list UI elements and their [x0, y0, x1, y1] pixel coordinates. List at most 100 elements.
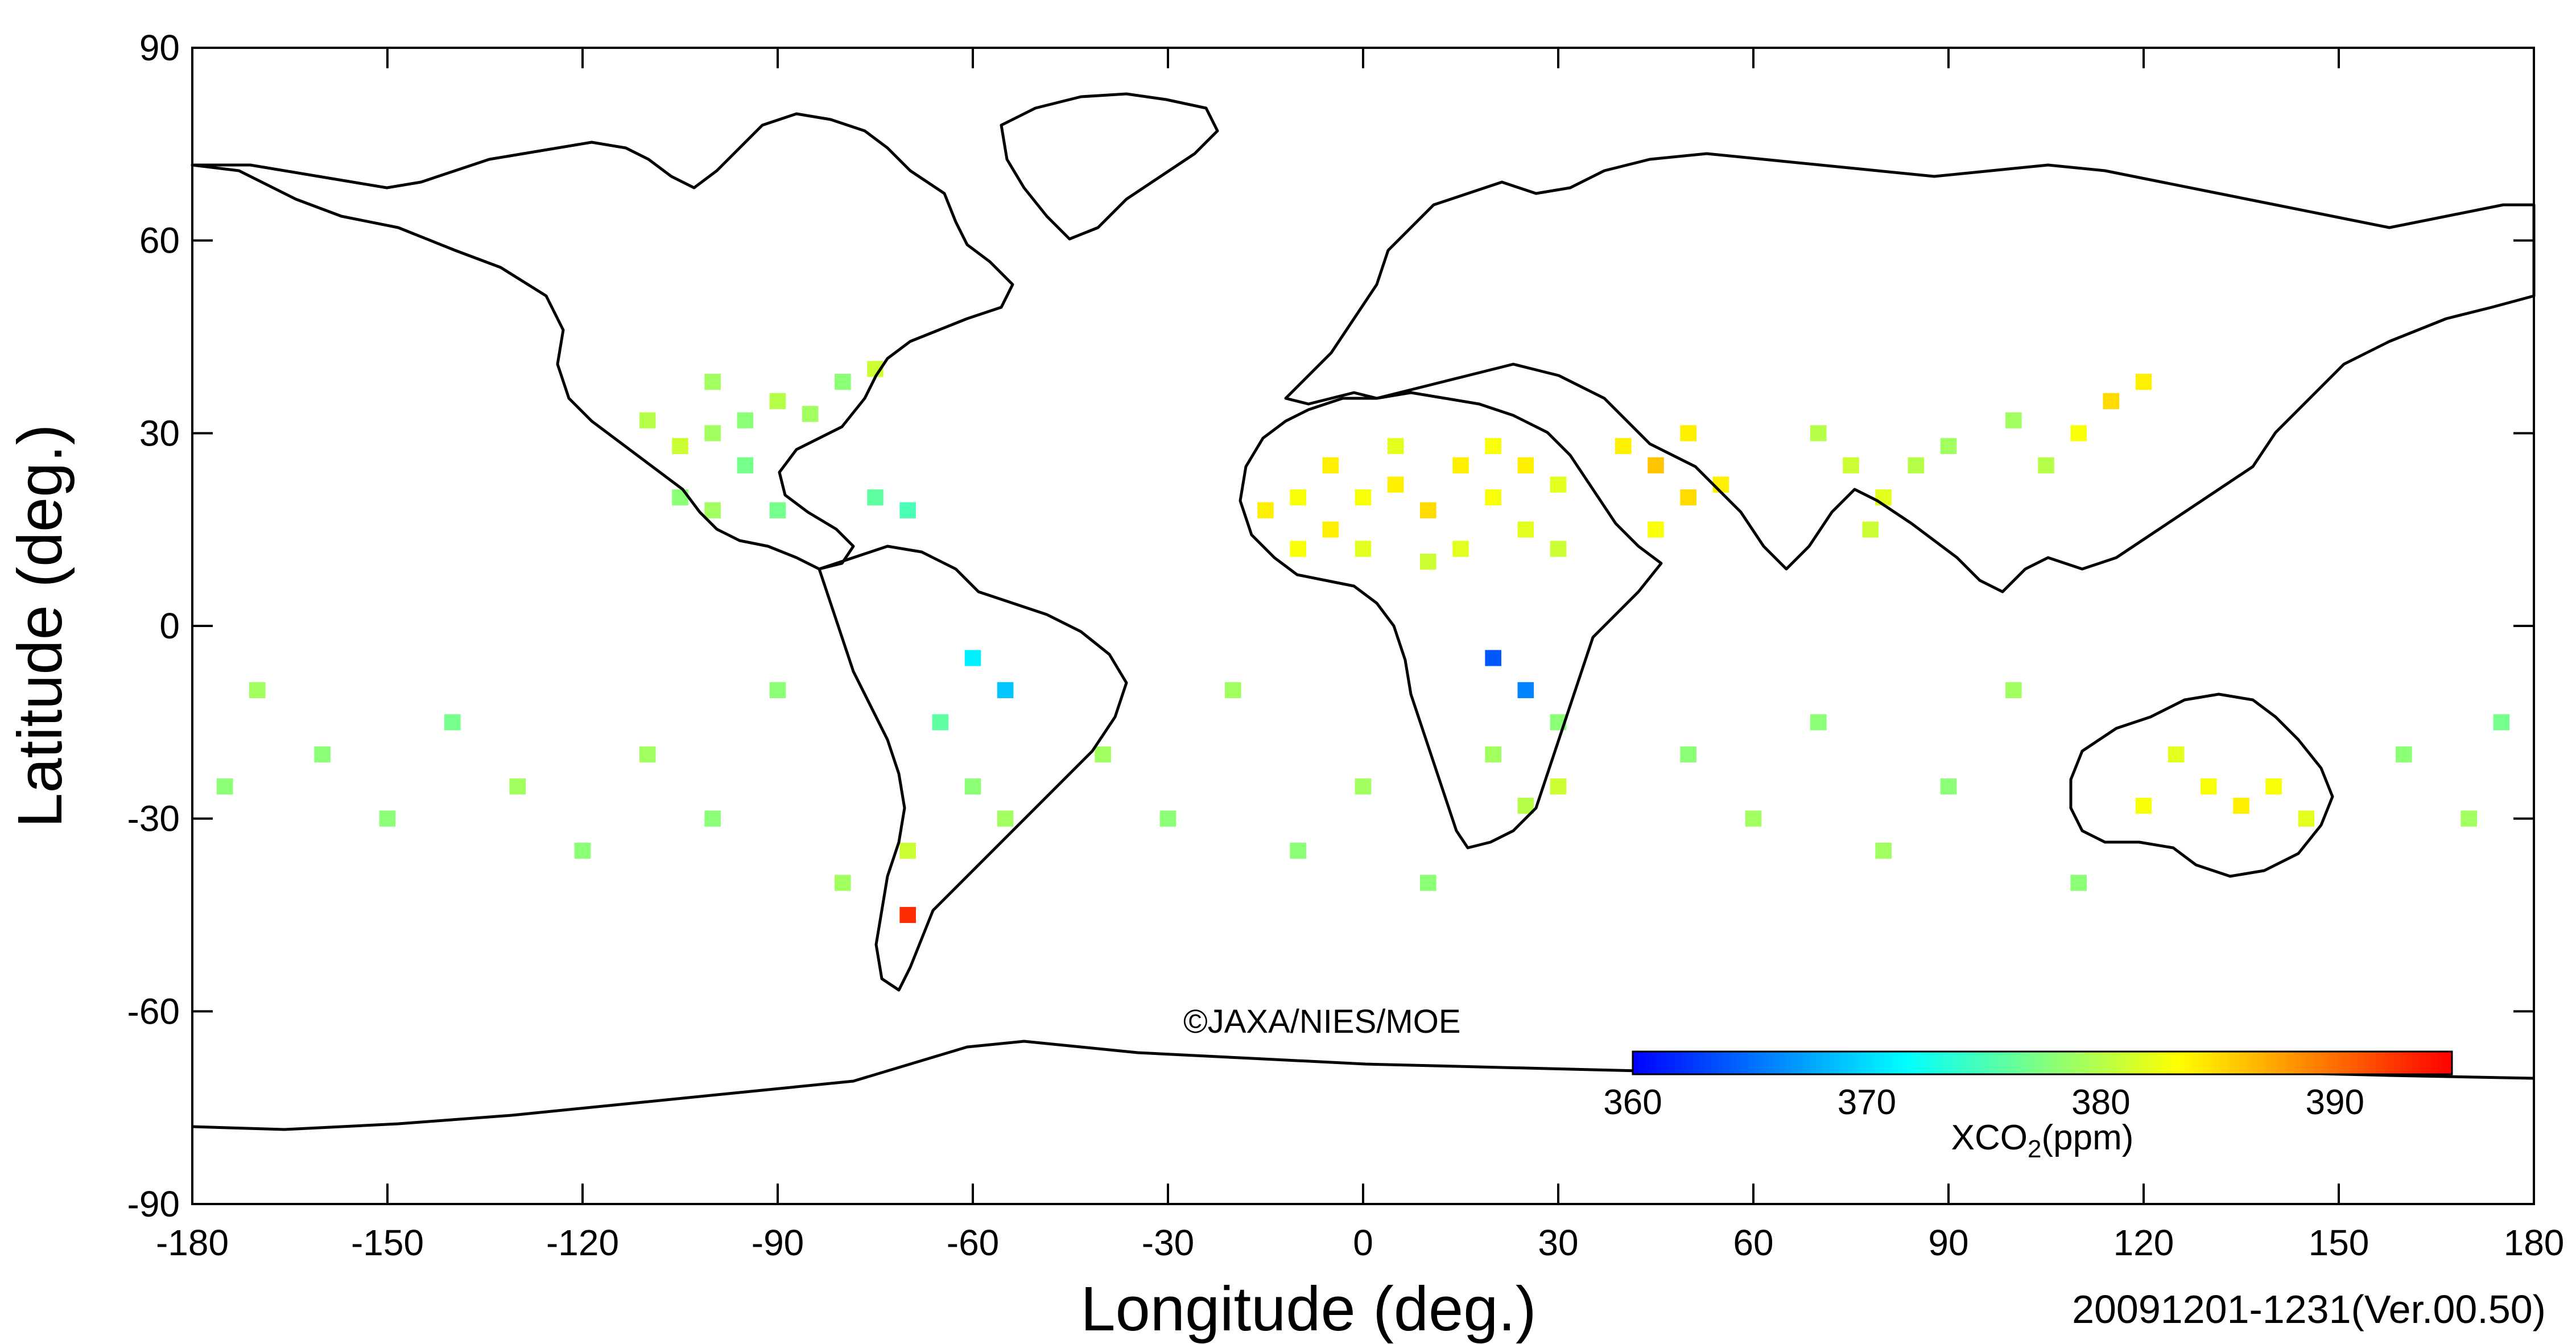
xco2-cell — [249, 682, 266, 698]
xco2-cell — [2201, 778, 2217, 795]
x-tick-label: -150 — [351, 1222, 424, 1263]
xco2-cell — [835, 373, 851, 390]
xco2-cells — [216, 361, 2510, 924]
colorbar-tick-label: 360 — [1603, 1083, 1662, 1122]
xco2-cell — [2038, 457, 2054, 473]
xco2-cell — [1355, 778, 1372, 795]
xco2-cell — [2233, 797, 2249, 814]
x-tick-label: -60 — [947, 1222, 1000, 1263]
xco2-cell — [2103, 393, 2120, 409]
colorbar-label-subscript: 2 — [2028, 1135, 2041, 1163]
xco2-cell — [1680, 489, 1696, 506]
xco2-cell — [574, 843, 591, 859]
xco2-cell — [639, 746, 656, 762]
xco2-cell — [964, 778, 981, 795]
xco2-cell — [769, 682, 786, 698]
colorbar-tick-label: 380 — [2071, 1083, 2130, 1122]
y-tick-label: 0 — [159, 605, 180, 646]
xco2-cell — [1485, 746, 1501, 762]
x-tick-label: 0 — [1353, 1222, 1373, 1263]
xco2-cell — [1452, 541, 1469, 557]
xco2-cell — [1485, 650, 1501, 666]
x-tick-label: 90 — [1928, 1222, 1968, 1263]
xco2-cell — [2005, 412, 2022, 428]
coastline-australia — [2069, 692, 2334, 878]
xco2-cell — [1680, 425, 1696, 442]
x-axis-label: Longitude (deg.) — [1080, 1274, 1536, 1344]
xco2-cell — [1940, 778, 1957, 795]
xco2-cell — [2070, 425, 2087, 442]
xco2-cell — [1420, 875, 1436, 891]
xco2-cell — [1387, 476, 1404, 493]
xco2-cell — [932, 714, 949, 731]
copyright-text: ©JAXA/NIES/MOE — [1183, 1003, 1461, 1040]
x-axis-ticks: -180 -150 -120 -90 -60 -30 0 30 60 90 120 150 180 — [156, 48, 2564, 1263]
xco2-cell — [2135, 797, 2152, 814]
coastline-eurasia — [1284, 152, 2536, 593]
coastline-south-america — [818, 545, 1128, 992]
colorbar-label: XCO2(ppm) — [1951, 1118, 2134, 1163]
xco2-cell — [899, 906, 916, 924]
xco2-cell — [2461, 810, 2477, 827]
xco2-cell — [704, 425, 721, 442]
colorbar: 360 370 380 390 XCO2(ppm) — [1603, 1050, 2453, 1163]
xco2-cell — [2265, 778, 2282, 795]
y-tick-label: -60 — [127, 991, 180, 1032]
xco2-cell — [1615, 438, 1632, 455]
colorbar-tick-label: 390 — [2306, 1083, 2364, 1122]
xco2-cell — [1745, 810, 1762, 827]
y-tick-label: 30 — [139, 413, 180, 454]
xco2-cell — [1680, 746, 1696, 762]
xco2-cell — [1290, 541, 1306, 557]
xco2-cell — [2396, 746, 2412, 762]
x-tick-label: -180 — [156, 1222, 229, 1263]
xco2-cell — [1940, 438, 1957, 455]
xco2-cell — [1485, 489, 1501, 506]
xco2-cell — [2168, 746, 2185, 762]
xco2-cell — [737, 412, 754, 428]
y-axis-ticks: -90 -60 -30 0 30 60 90 — [127, 27, 2534, 1225]
xco2-cell — [1517, 682, 1534, 698]
xco2-cell — [2493, 714, 2510, 731]
xco2-cell — [769, 393, 786, 409]
xco2-cell — [1517, 521, 1534, 538]
x-tick-label: 150 — [2309, 1222, 2369, 1263]
xco2-cell — [2298, 810, 2315, 827]
x-tick-label: 30 — [1538, 1222, 1578, 1263]
xco2-cell — [964, 650, 981, 666]
y-tick-label: -30 — [127, 798, 180, 839]
xco2-cell — [737, 457, 754, 473]
xco2-cell — [997, 810, 1014, 827]
xco2-cell — [379, 810, 396, 827]
xco2-cell — [899, 502, 916, 518]
y-tick-label: 90 — [139, 27, 180, 68]
xco2-cell — [1810, 714, 1827, 731]
xco2-cell — [1290, 489, 1306, 506]
xco2-cell — [1420, 554, 1436, 570]
colorbar-label-suffix: (ppm) — [2041, 1118, 2133, 1157]
xco2-cell — [1550, 778, 1567, 795]
xco2-cell — [1843, 457, 1859, 473]
xco2-cell — [1712, 476, 1729, 493]
x-tick-label: 180 — [2504, 1222, 2565, 1263]
xco2-cell — [1257, 502, 1274, 518]
xco2-cell — [1550, 541, 1567, 557]
colorbar-tick-label: 370 — [1838, 1083, 1896, 1122]
period-label: 20091201-1231(Ver.00.50) — [2072, 1287, 2546, 1331]
xco2-cell — [1225, 682, 1241, 698]
plot-background — [192, 48, 2534, 1204]
xco2-cell — [704, 502, 721, 518]
map-plot-area: -180 -150 -120 -90 -60 -30 0 30 60 90 120 150 180 -9… — [127, 27, 2565, 1263]
xco2-cell — [704, 810, 721, 827]
xco2-cell — [2070, 875, 2087, 891]
xco2-cell — [1355, 489, 1372, 506]
xco2-cell — [1420, 502, 1436, 518]
xco2-cell — [769, 502, 786, 518]
xco2-cell — [1648, 457, 1664, 473]
colorbar-label-prefix: XCO — [1951, 1118, 2028, 1157]
x-tick-label: 120 — [2113, 1222, 2174, 1263]
xco2-cell — [2135, 373, 2152, 390]
xco2-cell — [835, 875, 851, 891]
xco2-cell — [2005, 682, 2022, 698]
